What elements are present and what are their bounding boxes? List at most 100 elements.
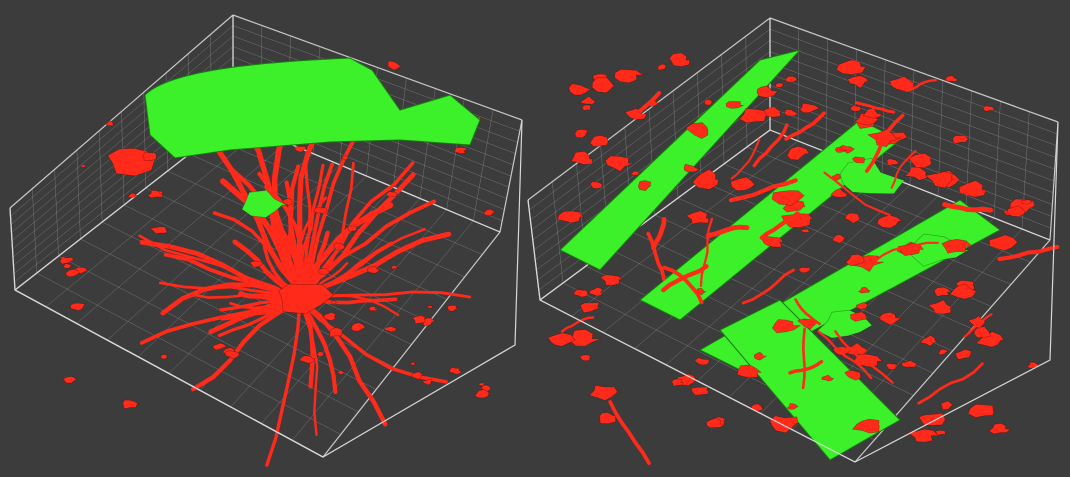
- red-fragment: [333, 242, 346, 251]
- cell-body: [278, 283, 335, 315]
- red-fragment: [483, 208, 497, 216]
- red-fragment: [924, 171, 955, 189]
- red-fragment: [1006, 205, 1025, 218]
- grid-line: [1049, 121, 1059, 241]
- grid-line: [677, 197, 973, 329]
- red-fragment: [952, 135, 969, 145]
- red-fragment: [975, 331, 1005, 348]
- red-fragment: [799, 102, 821, 114]
- red-fragment: [629, 171, 642, 176]
- grid-line: [539, 129, 771, 301]
- red-fragment: [885, 362, 899, 371]
- red-fragment: [313, 206, 328, 214]
- red-fragment: [282, 197, 293, 206]
- red-fragment: [589, 181, 604, 189]
- red-fragment: [901, 360, 919, 368]
- red-fragment: [422, 379, 433, 386]
- red-fragment: [920, 334, 939, 347]
- grid-line: [54, 169, 59, 257]
- red-fragment: [329, 327, 344, 338]
- grid-line: [665, 173, 883, 365]
- red-fragment: [835, 59, 867, 75]
- red-fragment: [105, 120, 115, 127]
- red-fragment: [730, 176, 756, 192]
- red-fragment: [570, 150, 593, 165]
- grid-line: [473, 109, 494, 221]
- right-volume-render: [527, 17, 1060, 466]
- red-fragment: [588, 286, 603, 297]
- grid-line: [797, 28, 799, 142]
- red-fragment: [685, 122, 709, 139]
- process-branch: [817, 330, 873, 380]
- red-fragment: [149, 226, 168, 234]
- red-fragment: [411, 371, 424, 380]
- process-branch: [759, 211, 800, 240]
- red-fragment: [447, 304, 460, 312]
- red-fragment: [830, 188, 848, 198]
- process-branch: [297, 297, 388, 427]
- red-fragment: [341, 155, 350, 161]
- red-fragment: [831, 173, 842, 181]
- red-fragment: [800, 228, 811, 233]
- process-branch: [801, 327, 807, 390]
- process-branch: [608, 400, 651, 466]
- red-fragment: [69, 302, 86, 311]
- grid-line: [769, 107, 1052, 217]
- process-branch: [997, 244, 1060, 261]
- grid-line: [529, 29, 771, 211]
- process-branch: [864, 113, 905, 173]
- red-fragment: [886, 158, 900, 166]
- red-fragment: [934, 430, 947, 436]
- process-branch: [917, 362, 984, 405]
- red-fragment: [160, 354, 169, 360]
- red-fragment: [784, 75, 800, 83]
- process-branch: [890, 149, 917, 189]
- red-fragment: [858, 286, 871, 294]
- process-branch: [905, 78, 937, 92]
- red-fragment: [1026, 361, 1041, 369]
- red-fragment: [769, 415, 799, 434]
- grid-line: [527, 17, 771, 201]
- process-branch: [139, 298, 302, 345]
- red-fragment: [955, 349, 972, 360]
- red-fragment: [771, 190, 806, 206]
- process-branch: [295, 122, 323, 293]
- grid-line: [9, 14, 234, 209]
- grid-line: [530, 40, 771, 221]
- red-fragment: [411, 315, 426, 325]
- process-branch: [730, 138, 761, 180]
- red-fragment: [845, 253, 866, 267]
- red-fragment: [847, 75, 869, 89]
- red-fragment: [448, 366, 463, 375]
- red-fragment: [478, 382, 485, 387]
- red-fragment: [771, 319, 802, 334]
- green-vessel: [144, 57, 481, 159]
- red-fragment: [293, 145, 307, 153]
- process-branch: [699, 217, 714, 288]
- grid-line: [825, 38, 828, 153]
- red-fragment: [579, 95, 597, 105]
- process-branch: [214, 145, 303, 293]
- red-fragment: [547, 332, 576, 347]
- red-fragment: [844, 369, 863, 381]
- green-cell: [241, 189, 287, 218]
- red-fragment: [426, 305, 434, 309]
- grid-line: [769, 73, 1055, 182]
- grid-line: [769, 17, 1059, 123]
- grid-line: [746, 146, 1031, 263]
- grid-line: [571, 140, 799, 317]
- red-fragment: [557, 210, 584, 224]
- process-branch: [741, 268, 796, 305]
- grid-line: [769, 51, 1056, 158]
- grid-line: [723, 163, 1012, 285]
- red-fragment: [298, 355, 316, 364]
- red-fragment: [933, 286, 952, 297]
- process-branch: [794, 298, 821, 326]
- red-fragment: [973, 326, 992, 339]
- process-branch: [190, 297, 303, 392]
- grid-line: [769, 40, 1057, 146]
- grid-line: [232, 14, 523, 121]
- red-fragment: [736, 364, 762, 379]
- red-fragment: [725, 101, 744, 109]
